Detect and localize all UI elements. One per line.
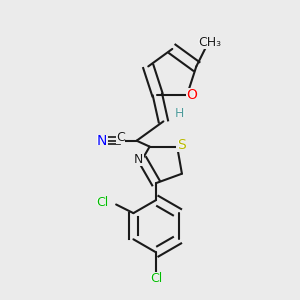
Text: C: C <box>116 131 125 144</box>
Text: S: S <box>177 138 186 152</box>
Text: S: S <box>177 138 187 152</box>
Text: N: N <box>134 153 143 166</box>
Text: O: O <box>186 88 197 102</box>
Text: CH₃: CH₃ <box>197 36 222 49</box>
Text: Cl: Cl <box>95 196 109 208</box>
Text: Cl: Cl <box>97 196 109 208</box>
Text: N: N <box>96 134 107 148</box>
Text: CH₃: CH₃ <box>198 36 221 49</box>
Text: Cl: Cl <box>150 272 162 285</box>
Text: H: H <box>175 107 185 121</box>
Text: N: N <box>134 153 144 166</box>
Text: N: N <box>96 134 107 148</box>
Text: Cl: Cl <box>149 272 163 285</box>
Text: H: H <box>175 107 184 121</box>
Text: C: C <box>116 131 125 144</box>
Text: O: O <box>186 88 197 102</box>
